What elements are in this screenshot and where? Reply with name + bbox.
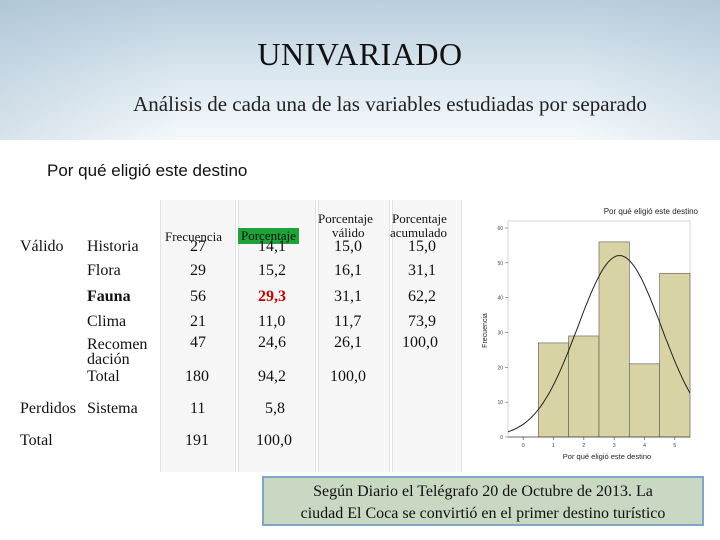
total-valido-valido: 100,0 (330, 368, 366, 385)
row-label: Recomen (87, 336, 148, 353)
row-frecuencia: 29 (190, 262, 206, 279)
row-porcentaje: 24,6 (258, 334, 286, 351)
x-tick-label: 2 (582, 443, 585, 449)
source-note-line2: ciudad El Coca se convirtió en el primer… (300, 505, 666, 522)
chart-y-label: Frecuencia (481, 313, 489, 348)
y-tick-label: 0 (500, 435, 503, 441)
histogram-bar (538, 342, 569, 438)
y-tick-label: 30 (497, 330, 503, 336)
total-porcentaje: 100,0 (256, 432, 292, 449)
row-porcentaje: 11,0 (258, 313, 286, 330)
histogram-chart: 0 10 20 30 40 50 60 0 1 2 3 4 5 Por qué eligió este … (478, 205, 706, 467)
x-tick-label: 5 (673, 443, 676, 449)
row-acumulado: 15,0 (408, 238, 436, 255)
normal-curve (507, 255, 691, 433)
topic-label: Por qué eligió este destino (47, 161, 248, 180)
row-valido: 11,7 (334, 313, 362, 330)
chart-title: Por qué eligió este destino (603, 207, 698, 216)
header-frecuencia: Frecuencia (165, 229, 223, 244)
row-porcentaje: 15,2 (258, 262, 286, 279)
total-valido-frecuencia: 180 (185, 368, 209, 385)
y-tick-label: 60 (497, 226, 503, 232)
column-bg (392, 200, 462, 472)
row-acumulado: 100,0 (402, 334, 438, 351)
header-valido: válido (332, 225, 365, 240)
x-tick-label: 4 (643, 443, 646, 449)
banner-shade (0, 0, 720, 140)
column-bg (160, 200, 236, 472)
total-frecuencia: 191 (185, 432, 209, 449)
row-porcentaje: 14,1 (258, 238, 286, 255)
row-label: Clima (87, 313, 127, 330)
slide-subtitle: Análisis de cada una de las variables es… (133, 92, 647, 116)
header-acumulado: acumulado (390, 225, 448, 240)
chart-x-label: Por qué eligió este destino (562, 452, 652, 461)
row-valido: 16,1 (334, 262, 362, 279)
column-bg (318, 200, 390, 472)
row-acumulado: 62,2 (408, 288, 436, 305)
x-tick-label: 1 (552, 443, 555, 449)
x-tick-label: 0 (522, 443, 525, 449)
row-frecuencia: 47 (190, 334, 206, 351)
perdidos-frecuencia: 11 (190, 400, 206, 417)
row-acumulado: 31,1 (408, 262, 436, 279)
row-porcentaje-highlight: 29,3 (258, 288, 286, 305)
histogram-bar (598, 241, 630, 438)
row-valido: 15,0 (334, 238, 362, 255)
row-acumulado: 73,9 (408, 313, 436, 330)
histogram-bar (659, 272, 691, 438)
row-valido: 26,1 (334, 334, 362, 351)
valido-label: Válido (20, 238, 64, 255)
column-bg (238, 200, 316, 472)
y-tick-label: 50 (497, 261, 503, 267)
x-tick-label: 3 (613, 443, 616, 449)
histogram-bar (629, 363, 660, 438)
row-frecuencia: 27 (190, 238, 206, 255)
row-label: Historia (87, 238, 139, 255)
y-tick-label: 20 (497, 365, 503, 371)
total-valido-porcentaje: 94,2 (258, 368, 286, 385)
source-note-line1: Según Diario el Telégrafo 20 de Octubre … (313, 483, 653, 500)
histogram-svg: 0 10 20 30 40 50 60 0 1 2 3 4 5 (497, 220, 691, 449)
total-valido-label: Total (87, 368, 120, 385)
header-porcentaje-acumulado: Porcentaje (392, 211, 447, 226)
perdidos-sistema: Sistema (87, 400, 138, 417)
perdidos-label: Perdidos (20, 400, 76, 417)
row-valido: 31,1 (334, 288, 362, 305)
header-porcentaje: Porcentaje (238, 228, 299, 244)
row-frecuencia: 21 (190, 313, 206, 330)
row-label: Fauna (87, 288, 131, 305)
source-note: Según Diario el Telégrafo 20 de Octubre … (262, 476, 704, 526)
total-label: Total (20, 432, 53, 449)
title-banner (0, 0, 720, 140)
slide-title: UNIVARIADO (257, 36, 463, 72)
row-label: Flora (87, 262, 121, 279)
row-frecuencia: 56 (190, 288, 206, 305)
y-tick-label: 10 (497, 400, 503, 406)
frequency-table: Frecuencia Porcentaje Porcentaje válido … (20, 200, 462, 472)
perdidos-porcentaje: 5,8 (265, 400, 285, 417)
y-tick-label: 40 (497, 296, 503, 302)
header-porcentaje-valido: Porcentaje (318, 211, 373, 226)
row-label-cont: dación (87, 351, 130, 368)
histogram-bar (568, 335, 600, 438)
